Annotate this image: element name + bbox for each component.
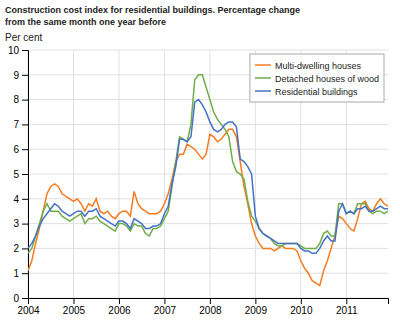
grid-line — [28, 149, 388, 150]
x-axis: 2004 2005 2006 2007 2008 2009 2010 2011 — [17, 298, 388, 316]
grid-line — [28, 198, 388, 199]
y-tick: 9 — [13, 70, 28, 81]
tick-mark — [22, 174, 28, 175]
lines — [28, 75, 388, 286]
tick-label: 2007 — [154, 305, 177, 316]
legend-label: Detached houses of wood — [275, 74, 379, 84]
tick-mark — [346, 298, 347, 304]
grid-line — [28, 174, 388, 175]
legend-swatch — [255, 90, 271, 92]
y-axis: 0 1 2 3 4 5 6 7 8 9 10 — [8, 45, 29, 304]
x-tick: 2007 — [154, 298, 177, 316]
tick-mark — [210, 298, 211, 304]
y-tick: 3 — [13, 218, 28, 229]
tick-mark — [73, 298, 74, 304]
y-tick: 5 — [13, 169, 28, 180]
legend-item: Multi-dwelling houses — [255, 61, 362, 71]
tick-label: 2009 — [245, 305, 268, 316]
tick-label: 3 — [13, 218, 19, 229]
legend-swatch — [255, 64, 271, 66]
tick-label: 2005 — [63, 305, 86, 316]
tick-mark — [22, 224, 28, 225]
legend-box — [250, 54, 384, 102]
tick-label: 10 — [8, 45, 20, 56]
tick-mark — [22, 50, 28, 51]
x-tick: 2011 — [336, 298, 358, 316]
tick-mark — [22, 149, 28, 150]
tick-label: 2004 — [17, 305, 40, 316]
y-tick: 2 — [13, 243, 28, 254]
y-tick: 0 — [13, 293, 28, 304]
legend-label: Multi-dwelling houses — [275, 61, 362, 71]
chart: Construction cost index for residential … — [0, 0, 400, 320]
x-tick: 2006 — [108, 298, 131, 316]
tick-label: 0 — [13, 293, 19, 304]
y-tick: 6 — [13, 144, 28, 155]
tick-label: 2008 — [199, 305, 222, 316]
tick-label: 2006 — [108, 305, 131, 316]
x-tick: 2004 — [17, 298, 40, 316]
tick-mark — [22, 75, 28, 76]
tick-label: 2010 — [290, 305, 313, 316]
legend: Multi-dwelling houses Detached houses of … — [250, 54, 384, 102]
y-tick: 1 — [13, 268, 28, 279]
subtitle: from the same month one year before — [5, 17, 166, 27]
y-axis-title: Per cent — [5, 32, 42, 43]
grid-line — [118, 50, 119, 298]
tick-label: 7 — [13, 119, 19, 130]
tick-label: 5 — [13, 169, 19, 180]
tick-mark — [301, 298, 302, 304]
grid-line — [164, 50, 165, 298]
tick-mark — [119, 298, 120, 304]
grid-line — [28, 50, 388, 51]
grid-line — [28, 273, 388, 274]
tick-label: 6 — [13, 144, 19, 155]
plot: 2004 2005 2006 2007 2008 2009 2010 2011 0 1 2 3 4 5 6 7… — [8, 45, 389, 316]
tick-mark — [22, 298, 28, 299]
series-line — [28, 129, 388, 285]
y-tick: 4 — [13, 194, 28, 205]
y-tick: 10 — [8, 45, 28, 56]
y-tick: 8 — [13, 94, 28, 105]
x-tick: 2005 — [63, 298, 86, 316]
tick-mark — [22, 248, 28, 249]
tick-label: 4 — [13, 194, 19, 205]
tick-label: 1 — [13, 268, 19, 279]
legend-item: Detached houses of wood — [255, 74, 379, 84]
tick-label: 2 — [13, 243, 19, 254]
tick-label: 2011 — [336, 305, 358, 316]
tick-mark — [22, 199, 28, 200]
tick-label: 8 — [13, 94, 19, 105]
grid-line — [73, 50, 74, 298]
legend-swatch — [255, 77, 271, 79]
grid-line — [28, 124, 388, 125]
legend-label: Residential buildings — [275, 87, 358, 97]
title: Construction cost index for residential … — [5, 5, 300, 15]
tick-mark — [22, 273, 28, 274]
tick-mark — [22, 124, 28, 125]
grid-line — [209, 50, 210, 298]
tick-mark — [164, 298, 165, 304]
tick-label: 9 — [13, 70, 19, 81]
series-line — [28, 100, 388, 254]
tick-mark — [255, 298, 256, 304]
y-tick: 7 — [13, 119, 28, 130]
legend-item: Residential buildings — [255, 87, 358, 97]
x-tick: 2010 — [290, 298, 313, 316]
axis-line — [29, 299, 389, 305]
axis-line — [22, 51, 29, 299]
grid-line — [28, 223, 388, 224]
x-tick: 2008 — [199, 298, 222, 316]
x-tick: 2009 — [245, 298, 268, 316]
tick-mark — [22, 100, 28, 101]
grid — [28, 50, 388, 298]
grid-line — [28, 248, 388, 249]
